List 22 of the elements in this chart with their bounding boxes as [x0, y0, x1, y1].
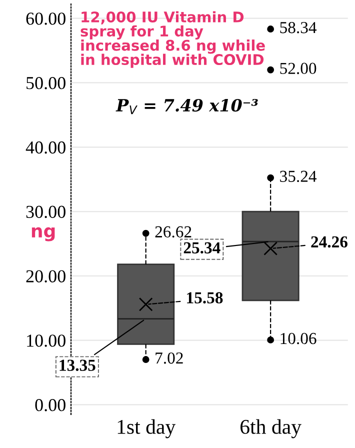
y-tick-label: 20.00 — [26, 270, 66, 282]
y-tick-label: 0.00 — [35, 398, 66, 412]
annotation: 52.00 — [280, 62, 316, 74]
annotation: 58.34 — [280, 22, 317, 34]
y-tick-label: 60.00 — [26, 12, 66, 25]
annotation: 7.02 — [156, 352, 183, 364]
y-tick-label: 50.00 — [26, 76, 66, 90]
y-axis-title: ng — [32, 227, 55, 242]
annotation: P$_{V}$ = 7.49 x10⁻³ — [116, 98, 258, 114]
y-tick-label: 10.00 — [27, 334, 66, 347]
y-tick-label: 40.00 — [26, 141, 66, 154]
annotation: 13.35 — [60, 360, 96, 371]
x-tick-label: 1st day — [118, 419, 176, 438]
annotation: 24.26 — [311, 236, 348, 248]
annotation: 15.58 — [187, 292, 223, 304]
annotation: 25.34 — [184, 242, 220, 254]
annotation: 10.06 — [280, 332, 316, 344]
annotation: 26.62 — [155, 226, 192, 238]
x-tick-label: 6th day — [240, 419, 302, 438]
annotation: 12,000 IU Vitamin D spray for 1 day increased 8.6 ng while in hospital with COVID — [80, 11, 265, 68]
annotation: 35.24 — [280, 170, 317, 182]
y-tick-label: 30.00 — [26, 206, 66, 218]
